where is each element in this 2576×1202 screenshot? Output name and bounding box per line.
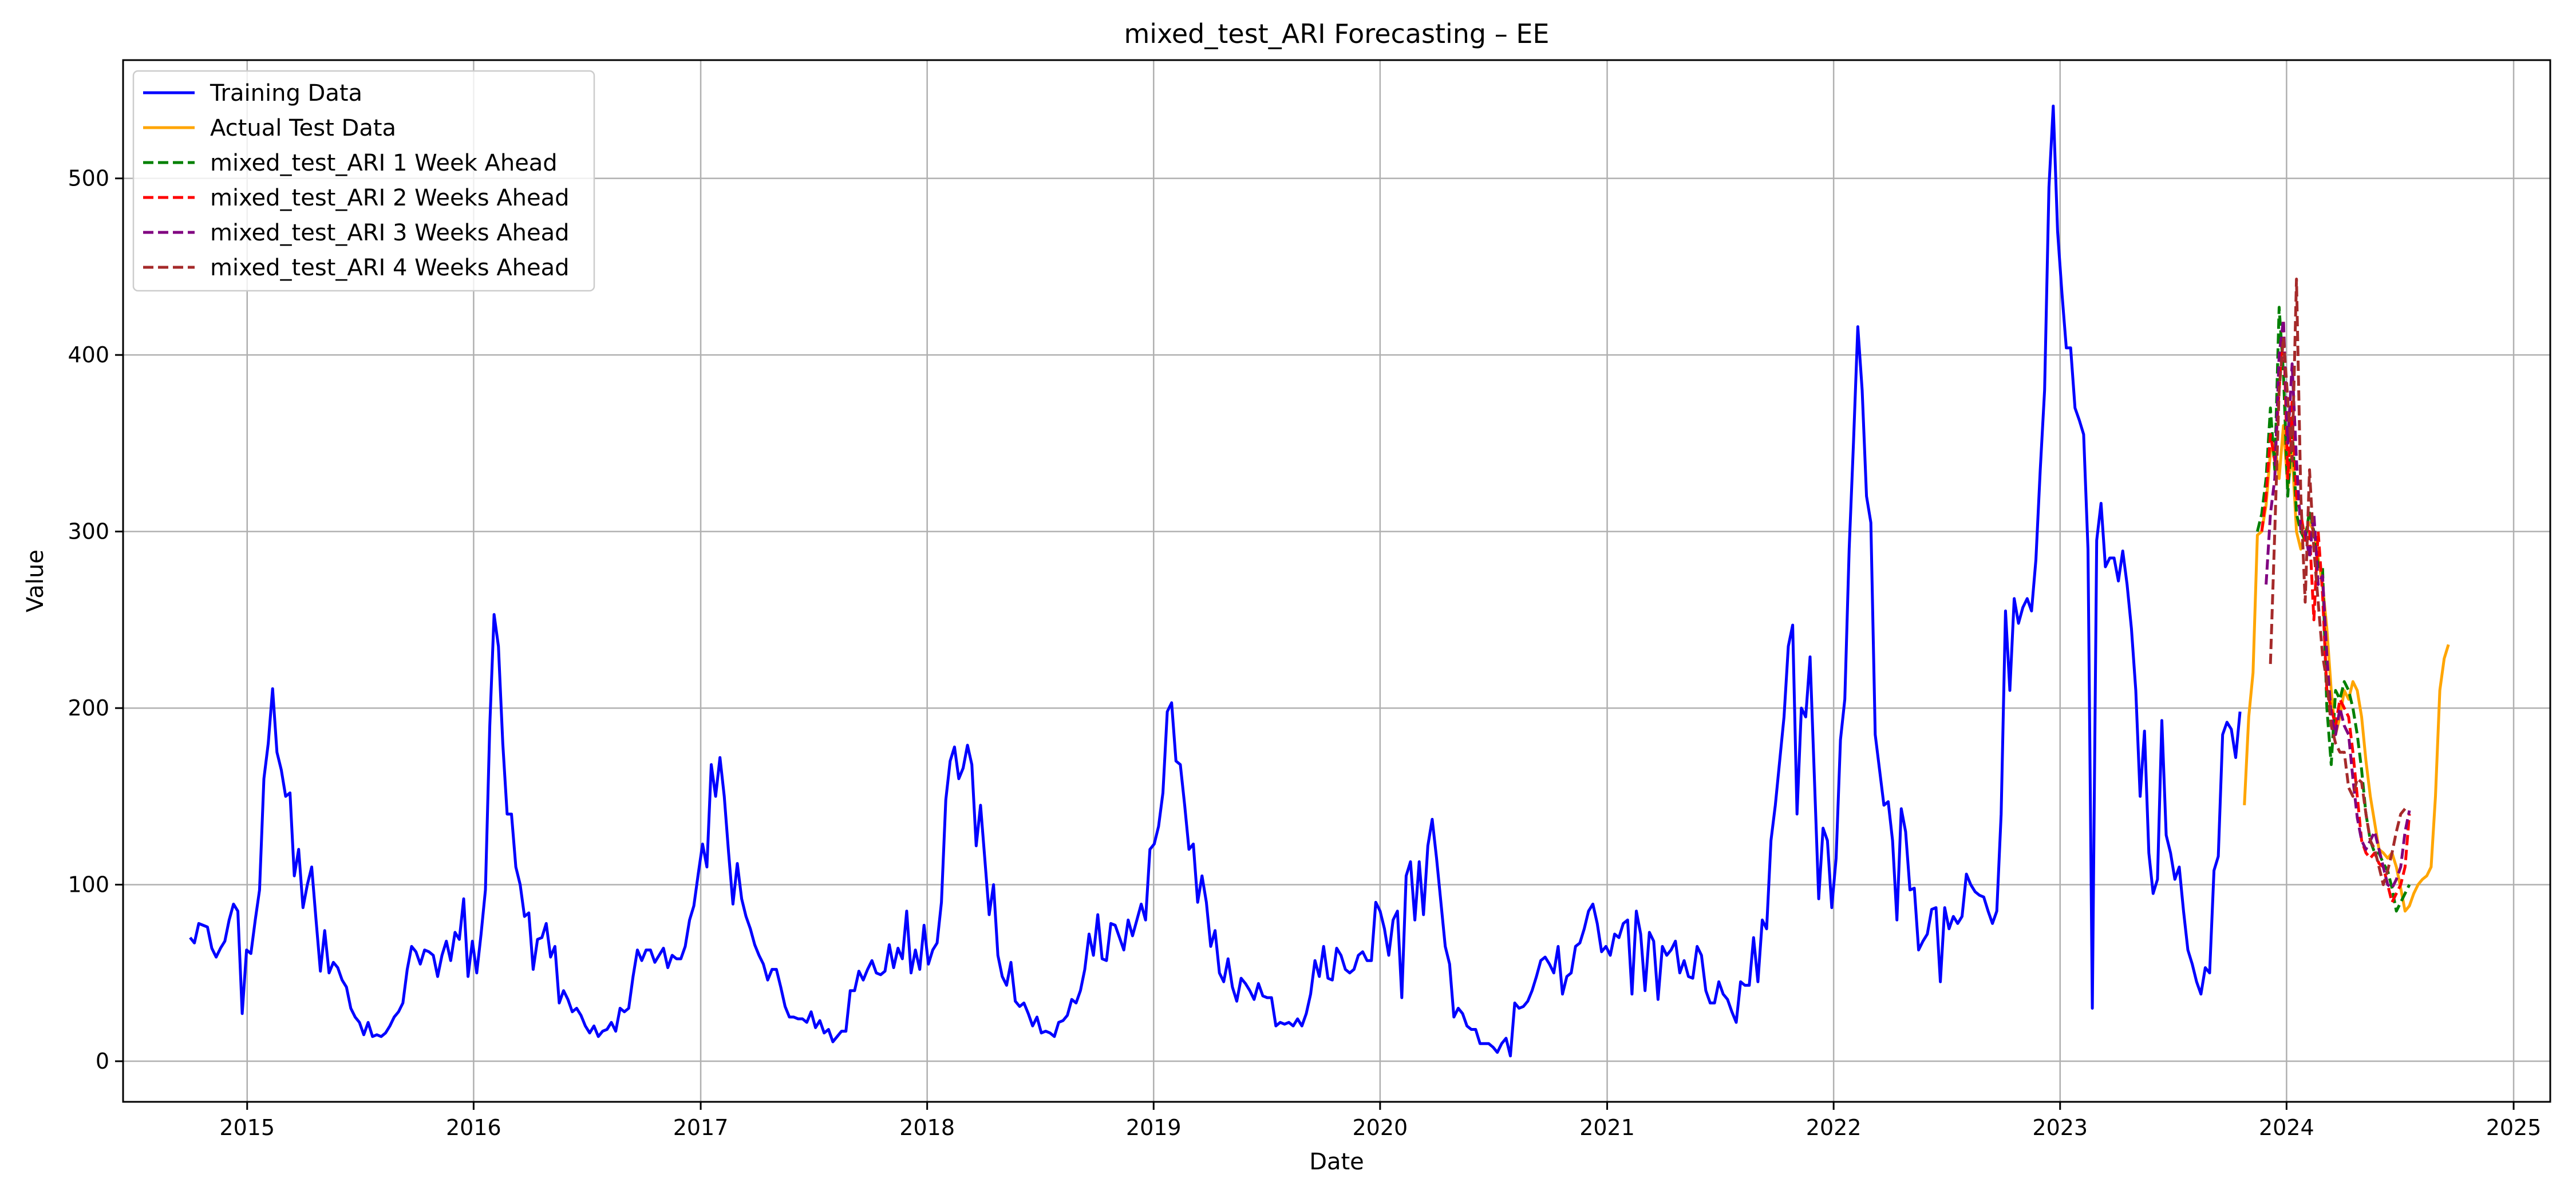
legend: Training Data Actual Test Data mixed_test_…	[132, 70, 595, 292]
series-layer	[189, 104, 2450, 1058]
x-tick-label: 2023	[2032, 1115, 2088, 1140]
legend-entry-label: Training Data	[210, 80, 362, 106]
series-line-3	[2260, 318, 2411, 904]
x-tick-label: 2022	[1806, 1115, 1862, 1140]
legend-entry-label: mixed_test_ARI 4 Weeks Ahead	[210, 255, 570, 281]
legend-entry-label: mixed_test_ARI 3 Weeks Ahead	[210, 220, 570, 246]
legend-entry-label: Actual Test Data	[210, 115, 396, 141]
y-tick-label: 500	[68, 166, 109, 191]
legend-items: Training Data Actual Test Data mixed_test_…	[143, 80, 570, 281]
x-tick-label: 2015	[219, 1115, 275, 1140]
x-tick-label: 2020	[1353, 1115, 1408, 1140]
x-tick-label: 2017	[673, 1115, 729, 1140]
legend-box	[132, 70, 595, 292]
series-line-1	[2243, 424, 2450, 913]
series-line-5	[2269, 278, 2407, 887]
legend-entry-label: mixed_test_ARI 2 Weeks Ahead	[210, 185, 570, 211]
y-tick-label: 200	[68, 695, 109, 721]
x-tick-label: 2025	[2486, 1115, 2542, 1140]
x-axis-ticks: 2015 2016 2017 2018 2019 2020 2021 2022 2023 2024…	[219, 1102, 2541, 1140]
x-tick-label: 2018	[899, 1115, 955, 1140]
x-axis-label: Date	[1309, 1149, 1364, 1175]
grid-lines	[123, 60, 2550, 1102]
y-axis-label: Value	[22, 549, 49, 612]
y-axis-ticks: 0 100 200 300 400 500	[68, 166, 123, 1074]
x-tick-label: 2021	[1579, 1115, 1635, 1140]
y-tick-label: 400	[68, 342, 109, 367]
series-line-0	[189, 104, 2242, 1058]
x-tick-label: 2016	[446, 1115, 501, 1140]
x-tick-label: 2024	[2259, 1115, 2314, 1140]
chart-title: mixed_test_ARI Forecasting – EE	[1124, 18, 1549, 49]
x-tick-label: 2019	[1126, 1115, 1182, 1140]
y-tick-label: 0	[96, 1049, 109, 1074]
y-tick-label: 100	[68, 872, 109, 897]
y-tick-label: 300	[68, 519, 109, 544]
plot-area-frame	[122, 59, 2551, 1103]
legend-entry-label: mixed_test_ARI 1 Week Ahead	[210, 150, 558, 176]
